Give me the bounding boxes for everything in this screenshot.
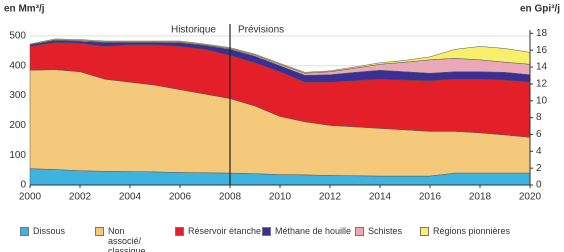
x-tick-label: 2000 — [19, 192, 42, 203]
legend-swatch — [95, 227, 104, 236]
legend-label: Dissous — [33, 226, 66, 236]
x-tick-label: 2006 — [169, 192, 192, 203]
legend-item: Dissous — [20, 226, 65, 236]
legend-swatch — [262, 227, 271, 236]
x-tick-label: 2014 — [369, 192, 392, 203]
y2-tick-label: 4 — [536, 146, 542, 157]
y-tick-label: 300 — [9, 90, 26, 101]
legend-item: Réservoir étanche — [175, 226, 261, 236]
chart: en Mm³/j en Gpi³/j 0 100 200 300 400 500 0 2 4 6 8… — [4, 4, 560, 203]
annotation: Prévisions — [238, 25, 284, 36]
y2-tick-label: 10 — [536, 95, 548, 106]
annotation: Historique — [171, 25, 216, 36]
y2-tick-label: 6 — [536, 129, 542, 140]
x-tick-label: 2012 — [319, 192, 342, 203]
y-tick-label: 500 — [9, 31, 26, 42]
legend-label: Régions pionnières — [433, 226, 511, 236]
y2-tick-label: 16 — [536, 45, 548, 56]
y-tick-label: 100 — [9, 150, 26, 161]
y2-tick-label: 18 — [536, 28, 548, 39]
legend-item: Schistes — [355, 226, 402, 236]
legend-item: Méthane de houille — [262, 226, 351, 236]
y2-tick-label: 14 — [536, 62, 548, 73]
legend-item: Régions pionnières — [420, 226, 510, 236]
legend-swatch — [420, 227, 429, 236]
legend-swatch — [355, 227, 364, 236]
x-tick-label: 2020 — [519, 192, 542, 203]
y2-tick-label: 12 — [536, 79, 548, 90]
y2-axis-label: en Gpi³/j — [520, 4, 560, 15]
y-tick-label: 200 — [9, 120, 26, 131]
legend-label: Méthane de houille — [275, 226, 352, 236]
x-tick-label: 2008 — [219, 192, 242, 203]
y2-tick-label: 0 — [536, 180, 542, 191]
legend-label: Réservoir étanche — [188, 226, 262, 236]
legend-label: Non associé/ classique — [108, 226, 146, 252]
x-tick-label: 2004 — [119, 192, 142, 203]
x-tick-label: 2010 — [269, 192, 292, 203]
y2-tick-label: 2 — [536, 163, 542, 174]
y-axis-label: en Mm³/j — [4, 4, 45, 15]
legend-swatch — [175, 227, 184, 236]
y2-tick-label: 8 — [536, 112, 542, 123]
legend-label: Schistes — [368, 226, 403, 236]
y-tick-label: 0 — [20, 180, 26, 191]
x-tick-label: 2016 — [419, 192, 442, 203]
x-tick-label: 2002 — [69, 192, 92, 203]
legend-item: Non associé/ classique — [95, 226, 157, 252]
legend-swatch — [20, 227, 29, 236]
y-tick-label: 400 — [9, 60, 26, 71]
x-tick-label: 2018 — [469, 192, 492, 203]
